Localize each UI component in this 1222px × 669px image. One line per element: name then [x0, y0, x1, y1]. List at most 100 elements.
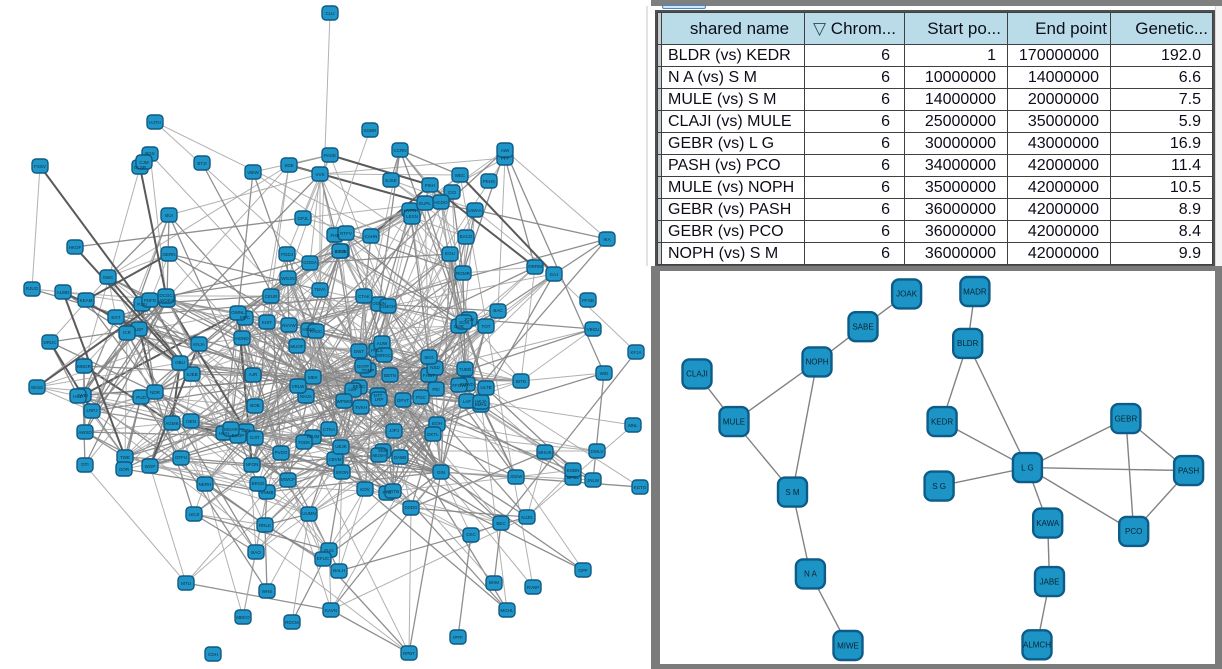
svg-text:GEBR: GEBR: [1115, 414, 1138, 423]
svg-text:RRLK: RRLK: [259, 523, 271, 528]
svg-text:MIWE: MIWE: [837, 641, 859, 650]
svg-text:BMHL: BMHL: [475, 402, 488, 407]
svg-text:PCLS: PCLS: [371, 348, 383, 353]
svg-text:AWI: AWI: [501, 148, 509, 153]
svg-text:VBGU: VBGU: [587, 327, 600, 332]
svg-text:GPJL: GPJL: [297, 216, 309, 221]
svg-text:CKC: CKC: [466, 532, 476, 537]
svg-text:AWSD: AWSD: [78, 430, 92, 435]
svg-text:PCO: PCO: [1125, 527, 1142, 536]
svg-text:NTT: NTT: [374, 393, 383, 398]
svg-text:NVVW: NVVW: [282, 323, 296, 328]
svg-text:GPVT: GPVT: [397, 398, 410, 403]
svg-text:MEK: MEK: [308, 375, 318, 380]
svg-text:EJSE: EJSE: [385, 178, 396, 183]
svg-text:PUD: PUD: [136, 395, 146, 400]
svg-text:NERH: NERH: [199, 482, 212, 487]
svg-text:BGS: BGS: [145, 151, 155, 156]
svg-text:CIO: CIO: [448, 190, 457, 195]
svg-text:LRPJ: LRPJ: [86, 408, 97, 413]
svg-text:KAWA: KAWA: [1036, 519, 1060, 528]
svg-text:GMOH: GMOH: [381, 304, 395, 309]
svg-text:UGJI: UGJI: [189, 512, 199, 517]
svg-text:TBVA: TBVA: [314, 287, 325, 292]
svg-text:JCW: JCW: [464, 317, 474, 322]
svg-text:EGT: EGT: [111, 315, 121, 320]
svg-text:CJN: CJN: [242, 428, 251, 433]
svg-text:HSWA: HSWA: [302, 327, 315, 332]
svg-text:DSDG: DSDG: [404, 505, 418, 510]
svg-text:HSD: HSD: [73, 394, 83, 399]
svg-text:MEKO: MEKO: [236, 615, 250, 620]
svg-text:PJSI: PJSI: [137, 302, 147, 307]
svg-text:SRTB: SRTB: [387, 489, 399, 494]
svg-text:EOU: EOU: [445, 251, 455, 256]
svg-text:DCGC: DCGC: [159, 293, 173, 298]
svg-text:NDR: NDR: [150, 390, 160, 395]
svg-text:SWC: SWC: [103, 275, 114, 280]
svg-text:RGMR: RGMR: [456, 271, 470, 276]
svg-text:PVDO: PVDO: [275, 450, 288, 455]
svg-text:SJEB: SJEB: [186, 372, 197, 377]
svg-text:PAGE: PAGE: [324, 153, 336, 158]
svg-text:BHM: BHM: [489, 580, 499, 585]
svg-text:HVH: HVH: [219, 431, 229, 436]
svg-text:GHTF: GHTF: [357, 364, 369, 369]
svg-text:DWT: DWT: [354, 349, 364, 354]
svg-text:IPFF: IPFF: [453, 635, 463, 640]
svg-text:NOPH: NOPH: [805, 358, 828, 367]
svg-text:EUPL: EUPL: [419, 201, 431, 206]
svg-text:BRSO: BRSO: [252, 481, 265, 486]
svg-text:MUSH: MUSH: [372, 453, 385, 458]
svg-text:NJJG: NJJG: [521, 515, 533, 520]
svg-text:EFUC: EFUC: [317, 556, 330, 561]
svg-text:WOP: WOP: [145, 464, 156, 469]
svg-text:MTU: MTU: [181, 581, 191, 586]
svg-text:DWLV: DWLV: [591, 449, 604, 454]
svg-text:MOAR: MOAR: [224, 427, 238, 432]
svg-text:FHB: FHB: [331, 233, 340, 238]
svg-text:ALWD: ALWD: [57, 290, 70, 295]
svg-text:BUI: BUI: [165, 213, 173, 218]
svg-text:S M: S M: [785, 488, 800, 497]
svg-text:KOV: KOV: [360, 487, 370, 492]
svg-text:GIN: GIN: [437, 470, 445, 475]
svg-text:HVPN: HVPN: [404, 208, 417, 213]
svg-text:MPC: MPC: [240, 315, 251, 320]
svg-text:WEC: WEC: [455, 173, 466, 178]
svg-text:PFF: PFF: [501, 156, 510, 161]
svg-text:AUW: AUW: [377, 341, 388, 346]
svg-text:OBU: OBU: [175, 360, 185, 365]
svg-text:IKA: IKA: [603, 237, 610, 242]
svg-text:OOUN: OOUN: [372, 301, 386, 306]
svg-text:GODA: GODA: [303, 260, 316, 265]
svg-text:UEJK: UEJK: [335, 444, 347, 449]
svg-text:PASH: PASH: [1178, 466, 1199, 475]
svg-text:CLU: CLU: [325, 11, 334, 16]
svg-text:PIKH: PIKH: [425, 183, 436, 188]
svg-text:MULE: MULE: [723, 417, 745, 426]
svg-text:PFSB: PFSB: [582, 298, 594, 303]
svg-text:CTKA: CTKA: [323, 427, 335, 432]
svg-text:RTFV: RTFV: [340, 231, 352, 236]
svg-text:L G: L G: [1021, 463, 1034, 472]
svg-text:EOH: EOH: [432, 421, 442, 426]
svg-text:OOE: OOE: [454, 324, 464, 329]
svg-text:AGMK: AGMK: [165, 421, 178, 426]
svg-text:GAJ: GAJ: [550, 272, 559, 277]
svg-text:NHJA: NHJA: [300, 394, 312, 399]
svg-text:KNJA: KNJA: [193, 342, 205, 347]
svg-text:CTAK: CTAK: [358, 294, 370, 299]
svg-text:S G: S G: [932, 482, 946, 491]
svg-text:PDFD: PDFD: [144, 298, 157, 303]
svg-text:MHUK: MHUK: [538, 450, 551, 455]
svg-text:KGTO: KGTO: [634, 485, 647, 490]
svg-text:CBVM: CBVM: [328, 457, 341, 462]
svg-text:RDJM: RDJM: [307, 434, 320, 439]
svg-text:HKJA: HKJA: [475, 399, 487, 404]
svg-text:MWCP: MWCP: [281, 477, 295, 482]
svg-text:NSD: NSD: [430, 365, 440, 370]
svg-text:TWE: TWE: [120, 455, 130, 460]
svg-text:LWF: LWF: [348, 387, 357, 392]
svg-text:DTI: DTI: [81, 462, 88, 467]
